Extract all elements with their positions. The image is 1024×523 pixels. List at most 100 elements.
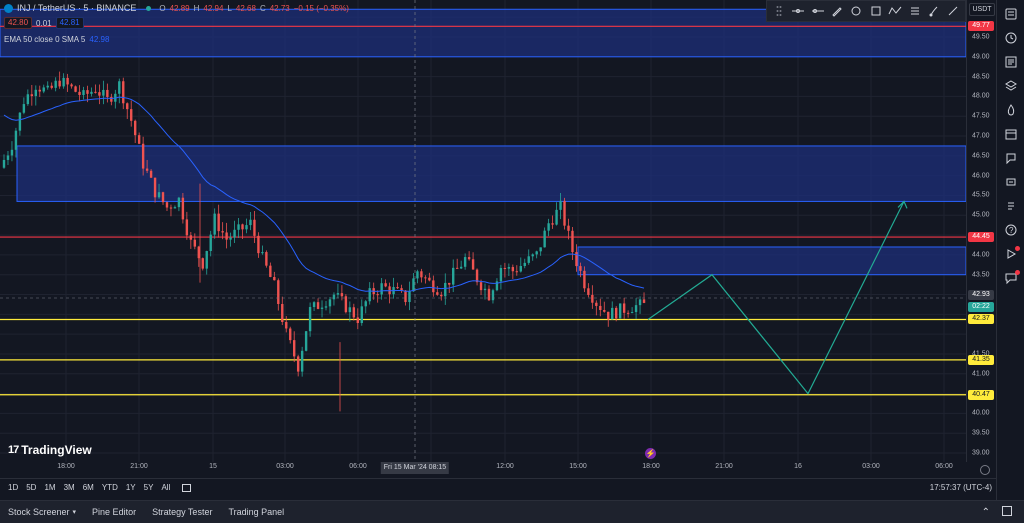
candle	[575, 252, 578, 267]
candle	[94, 91, 97, 93]
candle	[34, 89, 38, 97]
measure-icon[interactable]	[905, 2, 924, 20]
horizontal-line-icon[interactable]	[808, 2, 827, 20]
currency-selector[interactable]: USDT	[969, 3, 995, 16]
hotlist-icon[interactable]	[997, 98, 1024, 122]
bottom-tab-stock-screener[interactable]: Stock Screener ▾	[0, 501, 84, 523]
range-button-6m[interactable]: 6M	[82, 483, 94, 492]
clock[interactable]: 17:57:37 (UTC-4)	[929, 483, 992, 492]
panel-maximize-icon[interactable]	[1002, 506, 1012, 516]
ohlc-o-value: 42.89	[169, 3, 190, 13]
range-button-5y[interactable]: 5Y	[143, 483, 154, 492]
price-axis[interactable]: 49.50 49.00 48.50 48.00 47.50 47.00 46.50 46.00…	[966, 0, 996, 462]
price-tag-yellow[interactable]: 42.37	[968, 314, 994, 325]
time-tick-label: 12:00	[496, 463, 514, 470]
news-icon[interactable]	[997, 50, 1024, 74]
symbol-title[interactable]: INJ / TetherUS · 5 · BINANCE	[17, 3, 137, 13]
range-button-1d[interactable]: 1D	[8, 483, 19, 492]
candle	[10, 149, 14, 156]
right-toolbar: USDT ?	[969, 0, 1024, 500]
price-tick-label: 45.50	[972, 191, 990, 199]
buy-price-button[interactable]: 42.81	[55, 17, 84, 29]
panel-more-icon[interactable]: ⌃	[981, 507, 990, 518]
candle	[396, 287, 399, 289]
candle	[324, 306, 328, 308]
price-tag-top[interactable]: 49.77	[968, 21, 994, 32]
candle	[440, 294, 443, 297]
horizontal-ray-icon[interactable]	[788, 2, 807, 20]
bottom-tab-pine-editor[interactable]: Pine Editor	[84, 501, 144, 523]
candle	[344, 296, 348, 313]
range-button-all[interactable]: All	[161, 483, 171, 492]
rectangle-icon[interactable]	[866, 2, 885, 20]
candle	[475, 269, 479, 283]
candle	[444, 282, 447, 297]
help-icon[interactable]: ?	[997, 218, 1024, 242]
candle	[312, 302, 316, 308]
candle	[273, 276, 276, 281]
range-button-ytd[interactable]: YTD	[101, 483, 118, 492]
chart-grid	[0, 0, 966, 462]
last-price-tag[interactable]: 42.93	[968, 289, 994, 300]
pine-icon[interactable]	[997, 194, 1024, 218]
chart-area[interactable]: INJ / TetherUS · 5 · BINANCE O 42.89 H 4…	[0, 0, 966, 462]
candle	[149, 170, 153, 178]
price-tag-red[interactable]: 44.45	[968, 232, 994, 243]
candle	[18, 112, 22, 131]
candle	[70, 84, 73, 87]
candle	[364, 301, 367, 307]
candle	[22, 104, 26, 113]
circle-icon[interactable]	[847, 2, 866, 20]
candle	[559, 200, 562, 210]
candle	[265, 252, 268, 266]
drag-handle-icon[interactable]	[769, 2, 788, 20]
trend-line-icon[interactable]	[944, 2, 963, 20]
chevron-down-icon[interactable]: ▾	[72, 509, 77, 516]
ideas-icon[interactable]	[997, 146, 1024, 170]
range-button-3m[interactable]: 3M	[63, 483, 75, 492]
countdown-tag[interactable]: 02:22	[968, 301, 994, 312]
price-tick-label: 43.50	[972, 271, 990, 279]
price-tag-yellow[interactable]: 41.35	[968, 354, 994, 365]
time-tick-label: 03:00	[862, 463, 880, 470]
bottom-tab-strategy-tester[interactable]: Strategy Tester	[144, 501, 220, 523]
streams-icon[interactable]	[997, 170, 1024, 194]
price-tick-label: 41.00	[972, 370, 990, 378]
candle	[539, 247, 542, 252]
price-tick-label: 49.00	[972, 53, 990, 61]
candle	[257, 235, 260, 254]
candle	[348, 307, 352, 313]
broadcast-icon[interactable]	[997, 242, 1024, 266]
bottom-tab-trading-panel[interactable]: Trading Panel	[220, 501, 292, 523]
time-axis[interactable]: 18:00 21:00 15 03:00 06:00 12:00 15:00 18:00 21:…	[0, 462, 966, 476]
chat-icon[interactable]	[997, 266, 1024, 290]
alerts-icon[interactable]	[997, 26, 1024, 50]
price-chart[interactable]	[0, 0, 966, 462]
brush-icon[interactable]	[924, 2, 943, 20]
candle	[54, 80, 57, 88]
pencil-icon[interactable]	[827, 2, 846, 20]
date-range-calendar-icon[interactable]	[182, 483, 192, 492]
indicator-label[interactable]: EMA 50 close 0 SMA 5	[4, 35, 86, 44]
candle	[483, 288, 487, 291]
event-lightning-icon[interactable]: ⚡	[645, 448, 656, 459]
spread-value: 0.01	[36, 18, 52, 28]
settings-gear-icon[interactable]	[980, 465, 990, 475]
candle	[467, 257, 471, 260]
candle	[535, 251, 538, 255]
sell-price-button[interactable]: 42.80	[4, 17, 33, 29]
range-button-1m[interactable]: 1M	[44, 483, 56, 492]
watchlist-icon[interactable]	[997, 2, 1024, 26]
calendar-icon[interactable]	[997, 122, 1024, 146]
range-button-1y[interactable]: 1Y	[125, 483, 136, 492]
candle	[277, 280, 280, 304]
chart-zones	[0, 8, 966, 276]
candle	[463, 257, 467, 267]
path-icon[interactable]	[885, 2, 904, 20]
price-tag-yellow[interactable]: 40.47	[968, 389, 994, 400]
projection-arrowhead	[897, 200, 908, 209]
layers-icon[interactable]	[997, 74, 1024, 98]
candle	[281, 303, 284, 323]
candle	[519, 266, 522, 272]
range-button-5d[interactable]: 5D	[26, 483, 37, 492]
